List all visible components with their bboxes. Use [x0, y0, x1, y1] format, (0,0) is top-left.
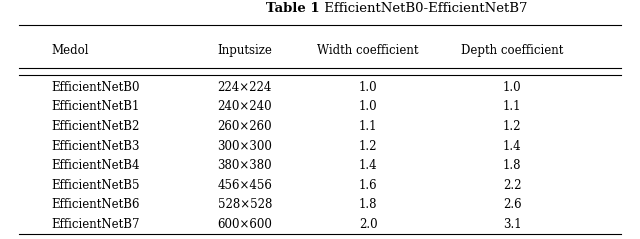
Text: 1.4: 1.4	[502, 140, 522, 152]
Text: EfficientNetB0: EfficientNetB0	[51, 81, 140, 94]
Text: Table 1: Table 1	[266, 2, 320, 15]
Text: 380×380: 380×380	[218, 159, 272, 172]
Text: 528×528: 528×528	[218, 198, 272, 211]
Text: 2.6: 2.6	[502, 198, 522, 211]
Text: 1.1: 1.1	[359, 120, 377, 133]
Text: EfficientNetB4: EfficientNetB4	[51, 159, 140, 172]
Text: Medol: Medol	[51, 44, 89, 57]
Text: 3.1: 3.1	[502, 218, 522, 231]
Text: 300×300: 300×300	[218, 140, 273, 152]
Text: 1.8: 1.8	[359, 198, 377, 211]
Text: 600×600: 600×600	[218, 218, 273, 231]
Text: 1.0: 1.0	[358, 81, 378, 94]
Text: EfficientNetB2: EfficientNetB2	[51, 120, 140, 133]
Text: EfficientNetB0-EfficientNetB7: EfficientNetB0-EfficientNetB7	[320, 2, 527, 15]
Text: EfficientNetB7: EfficientNetB7	[51, 218, 140, 231]
Text: EfficientNetB5: EfficientNetB5	[51, 179, 140, 192]
Text: 1.6: 1.6	[358, 179, 378, 192]
Text: 1.8: 1.8	[503, 159, 521, 172]
Text: 1.0: 1.0	[358, 100, 378, 113]
Text: EfficientNetB1: EfficientNetB1	[51, 100, 140, 113]
Text: 1.2: 1.2	[503, 120, 521, 133]
Text: 2.2: 2.2	[503, 179, 521, 192]
Text: 260×260: 260×260	[218, 120, 272, 133]
Text: 456×456: 456×456	[218, 179, 273, 192]
Text: 224×224: 224×224	[218, 81, 272, 94]
Text: EfficientNetB3: EfficientNetB3	[51, 140, 140, 152]
Text: Width coefficient: Width coefficient	[317, 44, 419, 57]
Text: EfficientNetB6: EfficientNetB6	[51, 198, 140, 211]
Text: Inputsize: Inputsize	[218, 44, 273, 57]
Text: 2.0: 2.0	[358, 218, 378, 231]
Text: 1.0: 1.0	[502, 81, 522, 94]
Text: 240×240: 240×240	[218, 100, 272, 113]
Text: 1.4: 1.4	[358, 159, 378, 172]
Text: 1.2: 1.2	[359, 140, 377, 152]
Text: 1.1: 1.1	[503, 100, 521, 113]
Text: Depth coefficient: Depth coefficient	[461, 44, 563, 57]
